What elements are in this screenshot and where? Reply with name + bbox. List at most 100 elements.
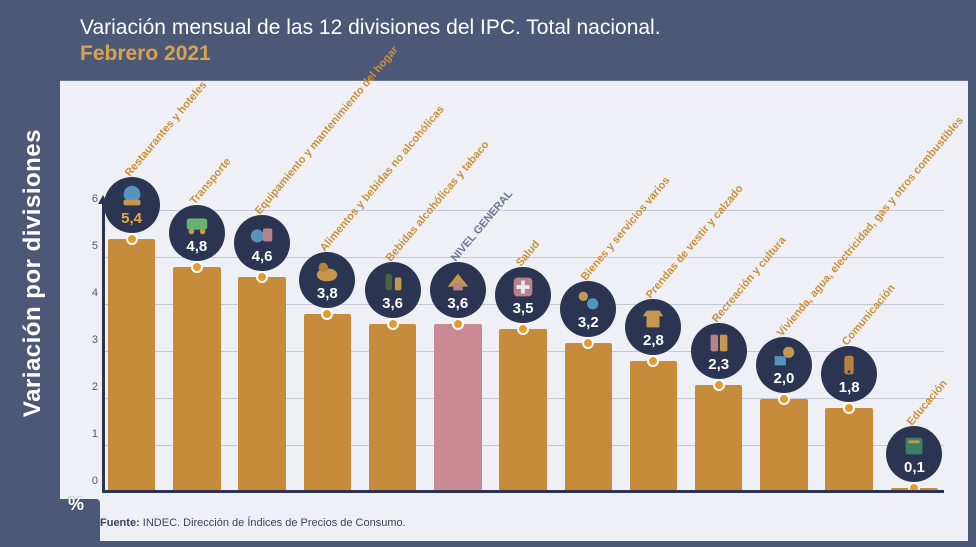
value-marker-icon [843, 402, 855, 414]
side-title-text: Variación por divisiones [19, 129, 47, 417]
y-tick-label: 6 [84, 193, 98, 205]
category-label: Educación [905, 378, 950, 428]
category-label: Transporte [188, 156, 234, 207]
home-icon [247, 221, 277, 249]
value-bubble: 2,0 [756, 337, 812, 393]
health-icon [508, 273, 538, 301]
value-bubble: 5,4 [104, 177, 160, 233]
value-bubble: 3,5 [495, 267, 551, 323]
x-axis [102, 490, 944, 493]
source-label: Fuente: [100, 517, 140, 529]
source-text: INDEC. Dirección de Índices de Precios d… [140, 517, 406, 529]
edu-icon [899, 432, 929, 460]
value-bubble: 0,1 [886, 426, 942, 482]
y-tick-label: 4 [84, 287, 98, 299]
drinks-icon [378, 268, 408, 296]
bar-slot: 4,6Equipamiento y mantenimiento del hoga… [234, 211, 289, 493]
value-marker-icon [126, 233, 138, 245]
value-bubble: 3,8 [299, 252, 355, 308]
value-marker-icon [778, 393, 790, 405]
plot-region: 5,4Restaurantes y hoteles4,8Transporte4,… [102, 211, 944, 493]
bar [760, 399, 808, 493]
value-marker-icon [387, 318, 399, 330]
y-tick-label: 0 [84, 475, 98, 487]
bar [369, 324, 417, 493]
value-bubble: 1,8 [821, 346, 877, 402]
bar-slot: 3,5 Salud [495, 211, 550, 493]
value-marker-icon [713, 379, 725, 391]
bar-slot: 3,6Bebidas alcohólicas y tabaco [365, 211, 420, 493]
chart-title: Variación mensual de las 12 divisiones d… [80, 16, 948, 40]
bar-value: 3,6 [382, 295, 403, 312]
bars-container: 5,4Restaurantes y hoteles4,8Transporte4,… [104, 211, 942, 493]
main-panel: Variación mensual de las 12 divisiones d… [60, 6, 968, 541]
y-tick-label: 1 [84, 428, 98, 440]
clothes-icon [638, 305, 668, 333]
bar-value: 0,1 [904, 459, 925, 476]
general-icon [443, 268, 473, 296]
bar [108, 239, 156, 493]
bar [565, 343, 613, 493]
value-marker-icon [256, 271, 268, 283]
bar-value: 1,8 [839, 379, 860, 396]
value-marker-icon [321, 308, 333, 320]
value-bubble: 3,6 [365, 262, 421, 318]
side-title: Variación por divisiones [6, 6, 60, 541]
bar [238, 277, 286, 493]
bar [825, 408, 873, 493]
bar-slot: 5,4Restaurantes y hoteles [104, 211, 159, 493]
housing-icon [769, 343, 799, 371]
y-axis-arrow-icon [98, 195, 108, 204]
culture-icon [704, 329, 734, 357]
misc-icon [573, 287, 603, 315]
bar-slot: 1,8Comunicación [822, 211, 877, 493]
value-marker-icon [517, 323, 529, 335]
bar-slot: 4,8Transporte [169, 211, 224, 493]
bar-slot: 3,8Alimentos y bebidas no alcohólicas [300, 211, 355, 493]
value-bubble: 2,8 [625, 299, 681, 355]
y-tick-label: 2 [84, 381, 98, 393]
bar-slot: 2,3Recreación y cultura [691, 211, 746, 493]
food-icon [312, 258, 342, 286]
bar-value: 3,5 [513, 300, 534, 317]
chart-subtitle: Febrero 2021 [80, 42, 948, 66]
bar-value: 3,8 [317, 285, 338, 302]
value-bubble: 2,3 [691, 323, 747, 379]
value-bubble: 3,2 [560, 281, 616, 337]
value-marker-icon [191, 261, 203, 273]
y-tick-label: 3 [84, 334, 98, 346]
y-tick-label: 5 [84, 240, 98, 252]
chart-area: % 5,4Restaurantes y hoteles4,8Transporte… [60, 81, 968, 541]
restaurant-icon [117, 183, 147, 211]
bar-value: 2,3 [708, 356, 729, 373]
bar-value: 4,6 [252, 248, 273, 265]
source-footer: Fuente: INDEC. Dirección de Índices de P… [100, 517, 406, 529]
transport-icon [182, 211, 212, 239]
bar-value: 2,8 [643, 332, 664, 349]
bar [499, 329, 547, 494]
bar-slot: 0,1Educación [887, 211, 942, 493]
value-bubble: 3,6 [430, 262, 486, 318]
value-marker-icon [452, 318, 464, 330]
value-bubble: 4,6 [234, 215, 290, 271]
bar-slot: 3,2Bienes y servicios varios [561, 211, 616, 493]
value-bubble: 4,8 [169, 205, 225, 261]
bar-value: 2,0 [774, 370, 795, 387]
header: Variación mensual de las 12 divisiones d… [60, 6, 968, 81]
bar [695, 385, 743, 493]
chart: 5,4Restaurantes y hoteles4,8Transporte4,… [74, 81, 950, 541]
bar [173, 267, 221, 493]
bar-value: 3,2 [578, 314, 599, 331]
infographic-container: Variación por divisiones Variación mensu… [0, 0, 976, 547]
bar-slot: 2,8Prendas de vestir y calzado [626, 211, 681, 493]
bar-value: 3,6 [447, 295, 468, 312]
category-label: Salud [514, 238, 542, 269]
value-marker-icon [647, 355, 659, 367]
bar [630, 361, 678, 493]
value-marker-icon [582, 337, 594, 349]
bar-value: 4,8 [186, 238, 207, 255]
bar-value: 5,4 [121, 210, 142, 227]
category-label: Restaurantes y hoteles [122, 79, 209, 179]
bar-slot: 2,0Vivienda, agua, electricidad, gas y o… [756, 211, 811, 493]
comm-icon [834, 352, 864, 380]
